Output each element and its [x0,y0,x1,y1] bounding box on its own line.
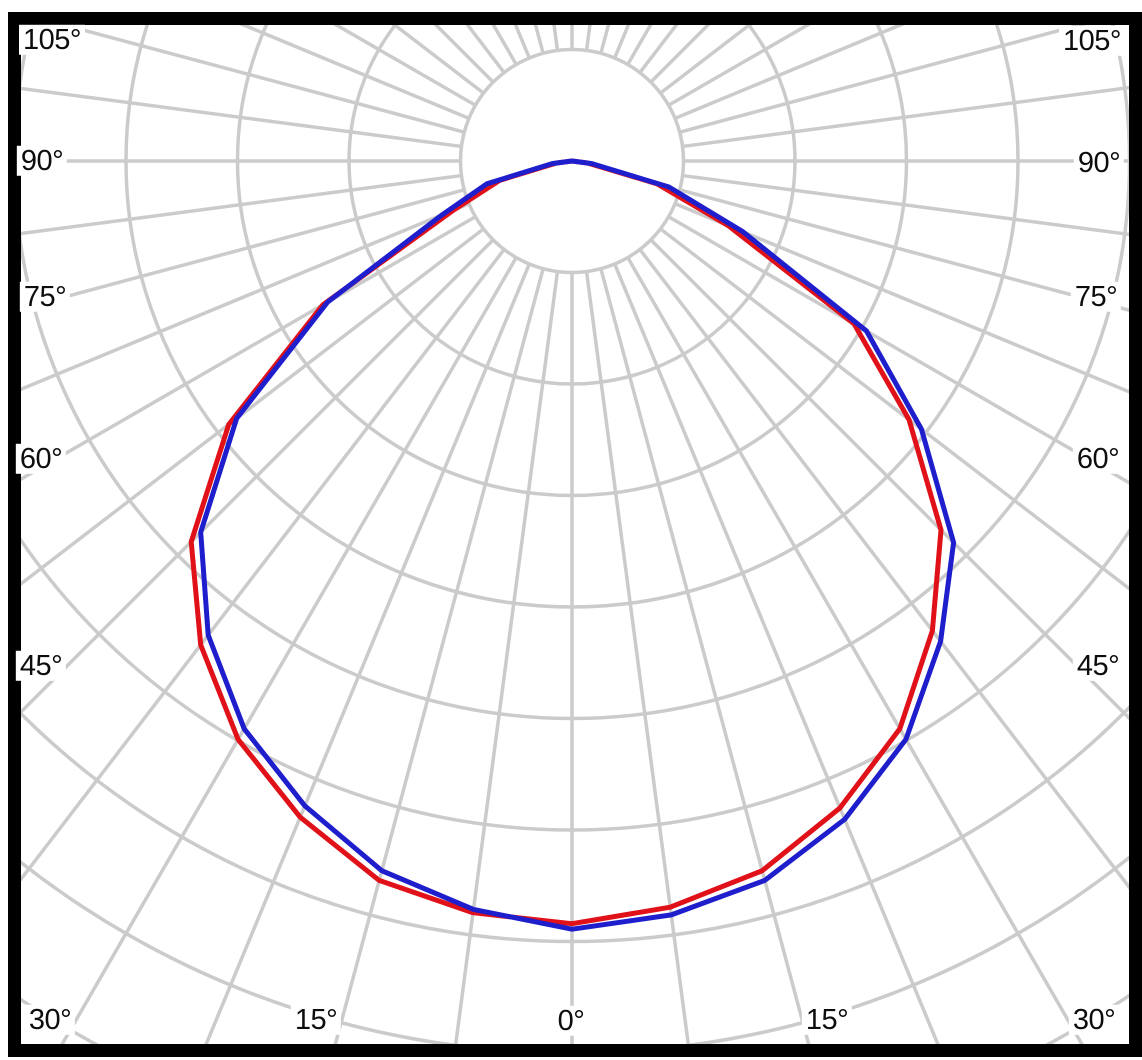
grid-radial-line [679,188,1129,313]
angle-label-right-75: 75° [1070,281,1122,312]
grid-radial-line [333,268,545,1044]
angle-label-bottom-30: 30° [24,1004,76,1035]
grid-radial-line [613,263,940,1044]
grid-radial-line [682,85,1129,149]
angle-label-bottom-15: 15° [801,1004,853,1035]
angle-label-left-45: 45° [15,650,67,681]
grid-radial-line [204,263,531,1044]
angle-label-bottom-30: 30° [1068,1004,1120,1035]
grid-radial-line [21,238,495,715]
grid-radial-line [239,25,470,120]
angle-label-left-90: 90° [16,145,68,176]
curve-blue [198,158,957,932]
angle-label-left-75: 75° [19,281,71,312]
grid-radial-line [21,188,465,311]
grid-radial-line [453,271,560,1044]
grid-radial-line [21,86,462,149]
grid-radial-line [626,256,1084,1044]
angle-label-left-105: 105° [19,24,85,55]
angle-label-left-60: 60° [15,443,67,474]
grid-radial-line [659,227,1129,591]
angle-label-right-90: 90° [1073,147,1125,178]
grid-radial-line [584,271,691,1044]
angle-label-right-60: 60° [1072,443,1124,474]
grid-radial-line [21,227,485,587]
grid-radial-line [599,268,811,1044]
angle-label-bottom-0: 0° [553,1005,589,1036]
grid-radial-line [674,202,1129,394]
grid-radial-line [21,173,462,236]
angle-label-right-45: 45° [1072,650,1124,681]
grid-radial-line [57,25,465,134]
angle-label-right-105: 105° [1059,25,1125,56]
grid-radial-line [21,248,506,882]
grid-radial-line [60,256,518,1044]
grid-radial-line [667,215,1129,485]
grid-radial-line [679,25,1087,134]
grid-radial-line [649,238,1129,721]
grid-radial-line [682,173,1129,237]
grid-radial-line [21,202,470,392]
angle-label-bottom-15: 15° [290,1004,342,1035]
grid-radial-line [638,248,1129,890]
grid-radial-line [674,25,905,120]
